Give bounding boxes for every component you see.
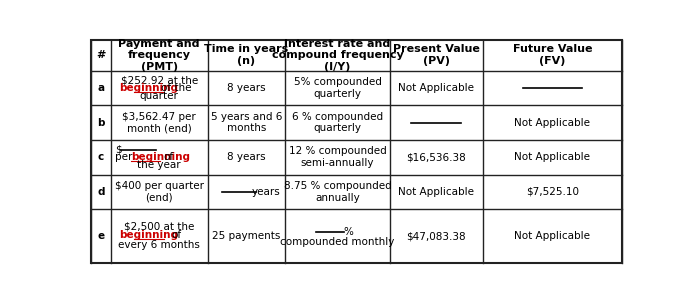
Text: b: b [97, 118, 105, 128]
Text: $2,500 at the: $2,500 at the [124, 221, 195, 231]
Text: Not Applicable: Not Applicable [514, 152, 591, 162]
Text: compounded monthly: compounded monthly [280, 237, 395, 247]
Text: 5% compounded
quarterly: 5% compounded quarterly [293, 77, 382, 99]
Text: every 6 months: every 6 months [118, 240, 200, 250]
Text: $400 per quarter
(end): $400 per quarter (end) [115, 181, 204, 203]
Text: $47,083.38: $47,083.38 [407, 231, 466, 241]
Text: 8.75 % compounded
annually: 8.75 % compounded annually [284, 181, 391, 203]
Text: quarter: quarter [140, 91, 178, 101]
Text: beginning: beginning [120, 230, 178, 240]
Text: 12 % compounded
semi-annually: 12 % compounded semi-annually [288, 146, 386, 168]
Text: of the: of the [161, 83, 192, 93]
Text: #: # [97, 50, 106, 60]
Text: $3,562.47 per
month (end): $3,562.47 per month (end) [122, 112, 196, 134]
Text: years: years [251, 187, 280, 197]
Text: Payment and
frequency
(PMT): Payment and frequency (PMT) [118, 39, 200, 72]
Text: Present Value
(PV): Present Value (PV) [393, 44, 480, 66]
Text: c: c [98, 152, 104, 162]
Text: a: a [97, 83, 104, 93]
Text: $: $ [116, 145, 122, 154]
Text: $16,536.38: $16,536.38 [407, 152, 466, 162]
Text: 6 % compounded
quarterly: 6 % compounded quarterly [292, 112, 383, 134]
Text: Future Value
(FV): Future Value (FV) [512, 44, 592, 66]
Text: beginning: beginning [120, 83, 178, 93]
Text: $7,525.10: $7,525.10 [526, 187, 579, 197]
Text: Interest rate and
compound frequency
(I/Y): Interest rate and compound frequency (I/… [272, 39, 403, 72]
Text: 25 payments: 25 payments [212, 231, 281, 241]
Text: Not Applicable: Not Applicable [398, 187, 475, 197]
Text: 5 years and 6
months: 5 years and 6 months [211, 112, 282, 134]
Text: $252.92 at the: $252.92 at the [120, 75, 198, 85]
Text: Not Applicable: Not Applicable [514, 231, 591, 241]
Text: Time in years
(n): Time in years (n) [204, 44, 288, 66]
Text: e: e [97, 231, 104, 241]
Text: of: of [163, 152, 174, 162]
Text: Not Applicable: Not Applicable [514, 118, 591, 128]
Text: per: per [116, 152, 133, 162]
Text: %: % [344, 226, 354, 237]
Text: beginning: beginning [131, 152, 190, 162]
Text: d: d [97, 187, 105, 197]
Text: 8 years: 8 years [227, 152, 266, 162]
Text: the year: the year [137, 160, 181, 170]
Text: Not Applicable: Not Applicable [398, 83, 475, 93]
Text: 8 years: 8 years [227, 83, 266, 93]
Text: of: of [172, 230, 181, 240]
